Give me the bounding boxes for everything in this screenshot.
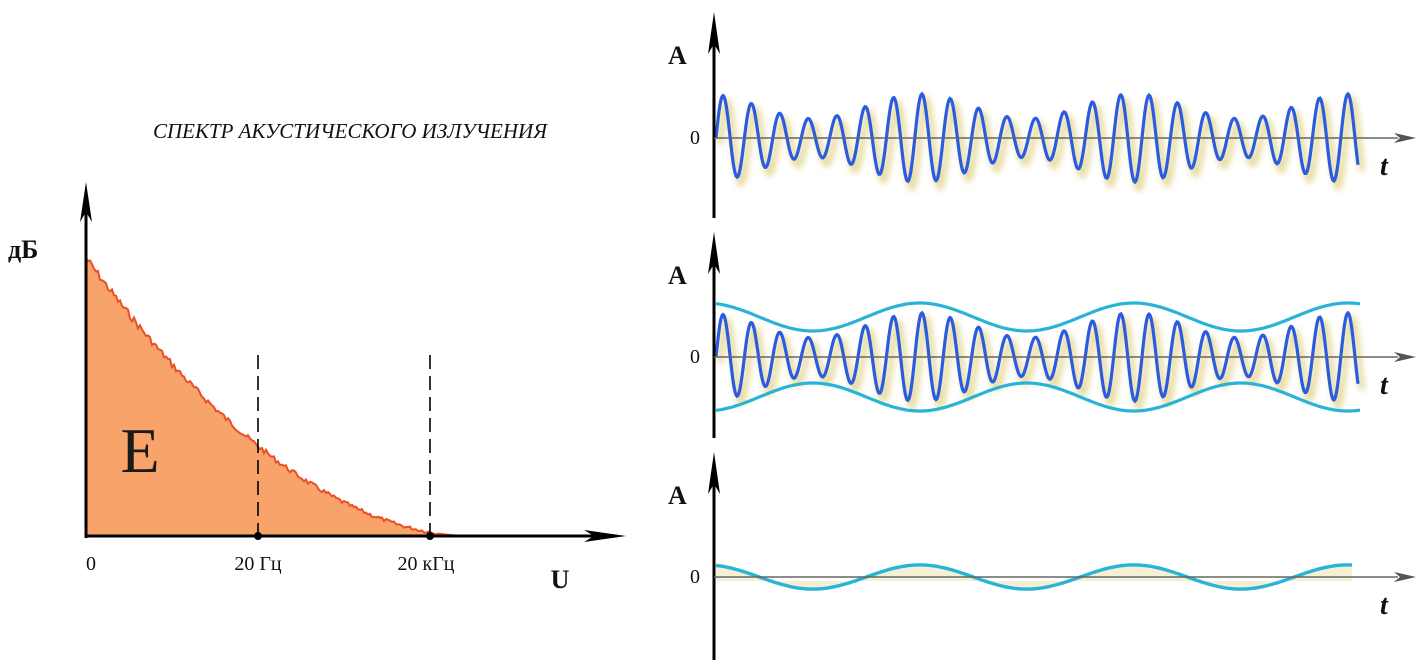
tick-label-20hz: 20 Гц bbox=[234, 553, 282, 575]
waveform-panel-2: A 0 t bbox=[668, 232, 1416, 438]
area-label: E bbox=[120, 415, 159, 486]
y-axis-arrow bbox=[80, 182, 92, 222]
tick-label-0: 0 bbox=[86, 553, 96, 575]
time-axis-arrow bbox=[1394, 572, 1416, 582]
x-axis-arrow bbox=[584, 530, 626, 542]
time-axis-arrow bbox=[1394, 133, 1416, 143]
zero-label: 0 bbox=[690, 127, 700, 149]
spectrum-title: СПЕКТР АКУСТИЧЕСКОГО ИЗЛУЧЕНИЯ bbox=[153, 119, 548, 143]
spectrum-edge bbox=[85, 257, 470, 537]
spectrum-chart: СПЕКТР АКУСТИЧЕСКОГО ИЗЛУЧЕНИЯ E дБ U 0 … bbox=[8, 119, 626, 594]
amplitude-label: A bbox=[668, 261, 687, 290]
waveform-panel-1: A 0 t bbox=[668, 12, 1416, 218]
zero-label: 0 bbox=[690, 346, 700, 368]
time-axis-arrow bbox=[1394, 352, 1416, 362]
zero-label: 0 bbox=[690, 566, 700, 588]
time-label: t bbox=[1380, 370, 1389, 401]
tick-dot-20hz bbox=[254, 532, 262, 540]
spectrum-area bbox=[86, 258, 470, 536]
envelope-wave bbox=[715, 563, 1353, 591]
time-label: t bbox=[1380, 590, 1389, 621]
amplitude-label: A bbox=[668, 481, 687, 510]
envelope-fill bbox=[716, 564, 1352, 590]
envelope-upper bbox=[715, 301, 1361, 333]
carrier-wave bbox=[714, 91, 1360, 185]
amplitude-axis-arrow bbox=[708, 12, 720, 54]
envelope-lower bbox=[715, 381, 1361, 413]
x-axis-label: U bbox=[551, 565, 570, 594]
amplitude-axis-arrow bbox=[708, 452, 720, 494]
amplitude-axis-arrow bbox=[708, 232, 720, 274]
carrier-wave bbox=[714, 310, 1360, 404]
amplitude-label: A bbox=[668, 41, 687, 70]
tick-label-20khz: 20 кГц bbox=[398, 553, 455, 575]
time-label: t bbox=[1380, 151, 1389, 182]
waveform-panel-3: A 0 t bbox=[668, 452, 1416, 660]
y-axis-label: дБ bbox=[8, 235, 38, 264]
tick-dot-20khz bbox=[426, 532, 434, 540]
